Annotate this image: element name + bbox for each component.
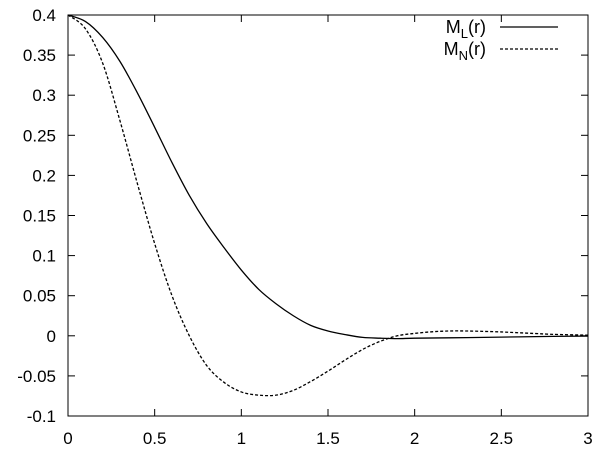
series-line-n bbox=[67, 14, 589, 397]
series-lines bbox=[67, 14, 589, 397]
y-tick-label: 0.4 bbox=[32, 6, 56, 25]
y-tick-label: 0.1 bbox=[32, 247, 56, 266]
x-tick-label: 1 bbox=[237, 429, 246, 448]
x-tick-label: 2 bbox=[410, 429, 419, 448]
axis-tick-labels: 0 0.5 1 1.5 2 2.5 3 -0.1 -0.05 0 0.05 0.1 0.15 0.2 0.2… bbox=[17, 6, 592, 448]
x-tick-label: 2.5 bbox=[490, 429, 514, 448]
legend: ML(r)MN(r) bbox=[444, 17, 558, 63]
legend-label-l: ML(r) bbox=[446, 17, 486, 41]
legend-label-n: MN(r) bbox=[444, 39, 486, 63]
y-tick-label: 0.35 bbox=[23, 46, 56, 65]
x-tick-label: 1.5 bbox=[316, 429, 340, 448]
series-line-l bbox=[67, 14, 589, 340]
y-tick-label: -0.1 bbox=[27, 407, 56, 426]
x-tick-label: 0 bbox=[63, 429, 72, 448]
y-tick-label: 0.3 bbox=[32, 86, 56, 105]
y-tick-label: 0.05 bbox=[23, 287, 56, 306]
x-tick-label: 0.5 bbox=[143, 429, 167, 448]
y-tick-label: 0.25 bbox=[23, 126, 56, 145]
x-tick-label: 3 bbox=[583, 429, 592, 448]
y-tick-label: -0.05 bbox=[17, 367, 56, 386]
y-tick-label: 0.15 bbox=[23, 207, 56, 226]
axis-ticks bbox=[67, 14, 589, 417]
y-tick-label: 0.2 bbox=[32, 166, 56, 185]
y-tick-label: 0 bbox=[47, 327, 56, 346]
plot-frame bbox=[67, 14, 589, 417]
